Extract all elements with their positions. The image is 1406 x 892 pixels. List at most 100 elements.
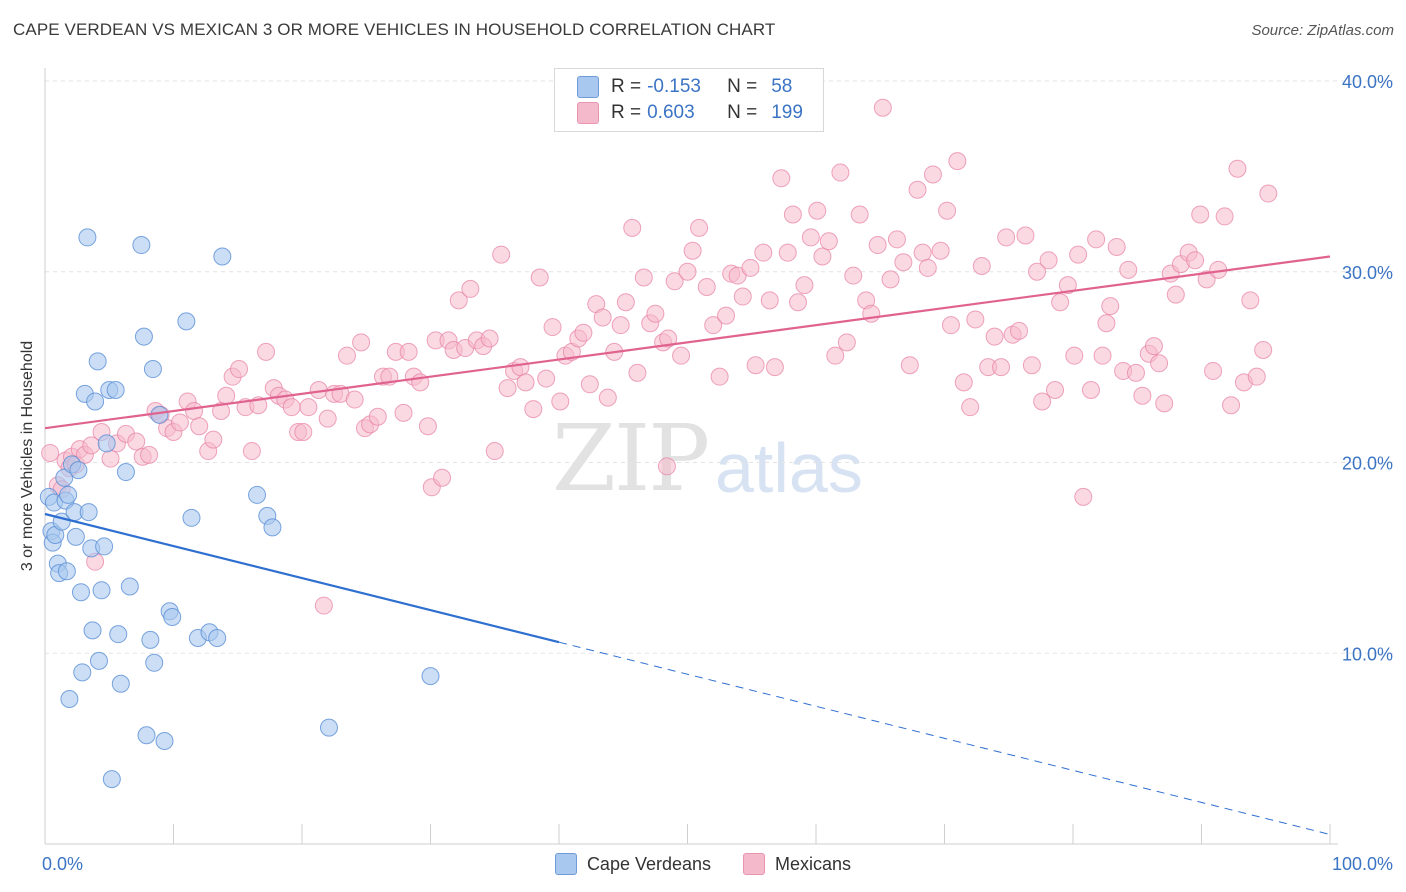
mexican-point <box>819 232 838 251</box>
mexican-point <box>217 386 236 405</box>
mexican-point <box>913 243 932 262</box>
mexican-point <box>1081 381 1100 400</box>
mexican-point <box>659 329 678 348</box>
legend-item-cape[interactable]: Cape Verdeans <box>554 853 711 875</box>
mexican-point <box>931 241 950 260</box>
mexican-point <box>837 333 856 352</box>
mexican-point <box>831 163 850 182</box>
mexican-point <box>543 318 562 337</box>
mexican-point <box>41 443 60 462</box>
mexican-point <box>683 241 702 260</box>
mexican-point <box>461 279 480 298</box>
mexican-point <box>678 262 697 281</box>
cape-verdean-point <box>109 625 128 644</box>
mexican-point <box>717 306 736 325</box>
cape-verdean-point <box>248 485 267 504</box>
cape-verdean-point <box>141 630 160 649</box>
mexican-point <box>710 367 729 386</box>
mexican-point <box>966 310 985 329</box>
mexican-point <box>873 98 892 117</box>
mexican-point <box>887 230 906 249</box>
mexican-point <box>1254 340 1273 359</box>
cape-verdean-point <box>182 508 201 527</box>
r-label: R = <box>611 102 642 123</box>
mexican-point <box>1101 297 1120 316</box>
cape-verdean-trendline <box>44 512 560 644</box>
r-value-mex: 0.603 <box>647 102 695 123</box>
cape-verdean-point <box>92 581 111 600</box>
mexican-point <box>318 409 337 428</box>
mexican-point <box>778 243 797 262</box>
mexican-point <box>530 268 549 287</box>
mexican-point <box>299 398 318 417</box>
mexican-point <box>795 276 814 295</box>
n-label: N = <box>727 102 758 123</box>
mexican-point <box>1186 251 1205 270</box>
mexican-point <box>634 268 653 287</box>
mexican-point <box>511 358 530 377</box>
source-credit: Source: ZipAtlas.com <box>1251 22 1394 39</box>
n-value-cape: 58 <box>771 76 793 97</box>
mexican-point <box>746 356 765 375</box>
cape-verdean-point <box>421 667 440 686</box>
cape-verdean-point <box>106 381 125 400</box>
cape-verdean-point <box>88 352 107 371</box>
mexican-point <box>1204 361 1223 380</box>
mexican-point <box>230 360 249 379</box>
legend-row-mex: R = 0.603 N = 199 <box>577 102 803 124</box>
cape-verdean-point <box>134 327 153 346</box>
x-tick-label: 0.0% <box>42 854 83 874</box>
mexican-point <box>399 342 418 361</box>
mexican-point <box>524 400 543 419</box>
mexican-point <box>433 468 452 487</box>
mexican-point <box>190 417 209 436</box>
watermark-zip: ZIP <box>552 405 710 512</box>
legend-item-mex[interactable]: Mexicans <box>743 853 851 875</box>
mexican-point <box>672 346 691 365</box>
mexican-point <box>1133 386 1152 405</box>
cape-verdean-point <box>95 537 114 556</box>
mexican-point <box>690 218 709 237</box>
mexican-point <box>1033 392 1052 411</box>
cape-verdean-point <box>89 651 108 670</box>
mexican-point <box>352 333 371 352</box>
cape-verdean-point <box>163 608 182 627</box>
y-axis-label: 3 or more Vehicles in Household <box>19 340 36 572</box>
r-value-cape: -0.153 <box>647 76 701 97</box>
mexican-point <box>337 346 356 365</box>
mexican-point <box>1016 226 1035 245</box>
mexican-point <box>881 270 900 289</box>
mexican-point <box>1119 260 1138 279</box>
mexican-point <box>1022 356 1041 375</box>
mexican-point <box>657 457 676 476</box>
cape-verdean-point <box>120 577 139 596</box>
mexican-point <box>741 258 760 277</box>
n-value-mex: 199 <box>771 102 803 123</box>
mexican-point <box>623 218 642 237</box>
legend-swatch-mex <box>577 102 599 124</box>
mexican-point <box>394 403 413 422</box>
cape-verdean-point <box>213 247 232 266</box>
mexican-point <box>368 407 387 426</box>
mexican-point <box>1150 354 1169 373</box>
y-tick-label: 40.0% <box>1342 72 1393 92</box>
mexican-point <box>242 442 261 461</box>
cape-verdean-trendline-extension <box>558 641 1331 835</box>
mexican-point <box>1087 230 1106 249</box>
mexican-point <box>1058 276 1077 295</box>
cape-verdean-point <box>78 228 97 247</box>
mexican-point <box>1093 346 1112 365</box>
mexican-point <box>516 373 535 392</box>
mexican-point <box>813 247 832 266</box>
mexican-point <box>772 169 791 188</box>
legend-swatch-mex <box>743 853 766 875</box>
mexican-point <box>294 422 313 441</box>
cape-verdean-point <box>59 485 78 504</box>
cape-verdean-point <box>263 518 282 537</box>
mexican-point <box>127 432 146 451</box>
mexican-point <box>1039 251 1058 270</box>
mexican-point <box>697 278 716 297</box>
cape-verdean-point <box>86 392 105 411</box>
mexican-point <box>941 316 960 335</box>
